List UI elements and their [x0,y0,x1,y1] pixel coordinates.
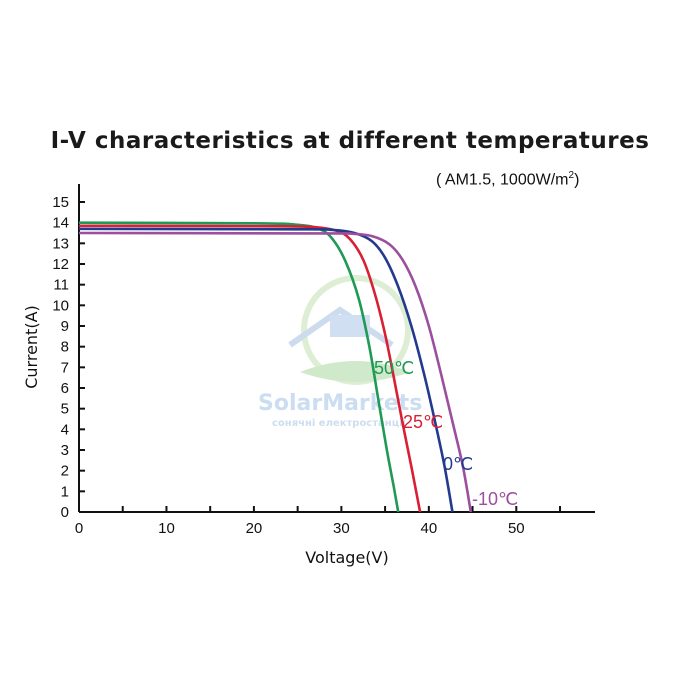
temperature-label: 0℃ [443,454,473,474]
watermark-ring [301,275,411,385]
watermark-solar-panel [330,315,370,337]
x-tick-label: 50 [508,520,525,537]
series-line [78,224,422,513]
series-line [78,221,400,513]
x-tick-label: 20 [246,520,263,537]
y-tick-label: 12 [52,256,69,273]
y-axis-title: Current(A) [22,305,41,389]
y-tick-label: 6 [61,380,69,397]
y-tick-label: 7 [61,359,69,376]
y-tick-label: 0 [61,504,69,521]
y-tick-label: 15 [52,194,69,211]
temperature-label: -10℃ [472,489,518,509]
watermark-leaf [300,361,410,382]
series-layer [78,221,473,513]
series-line [78,227,454,513]
chart-title: I-V characteristics at different tempera… [50,128,650,154]
y-tick-label: 14 [52,215,69,232]
watermark-house-roof [288,306,394,348]
y-tick-label: 9 [61,318,69,335]
x-axis-title: Voltage(V) [305,548,388,567]
x-tick-label: 10 [158,520,175,537]
subtitle-close: ) [574,171,580,189]
x-tick-label: 0 [75,520,83,537]
y-tick-label: 8 [61,339,69,356]
temperature-label: 50℃ [374,358,414,378]
series-line [78,231,473,513]
watermark-logo: SolarMarkets сонячні електростанції [258,275,422,429]
watermark-tagline: сонячні електростанції [272,417,407,429]
chart-subtitle: ( AM1.5, 1000W/m2) [436,170,579,189]
y-tick-label: 11 [53,277,69,294]
y-tick-label: 3 [61,442,69,459]
y-tick-label: 13 [52,235,69,252]
x-tick-label: 40 [420,520,437,537]
y-tick-label: 5 [61,401,69,418]
y-tick-label: 1 [61,483,69,500]
y-tick-label: 2 [61,463,69,480]
temperature-label: 25℃ [403,412,443,432]
y-tick-label: 10 [52,297,69,314]
curve-labels: 50℃ 25℃ 0℃ -10℃ [374,358,518,509]
watermark-brand: SolarMarkets [258,391,422,416]
y-tick-label: 4 [61,421,69,438]
subtitle-superscript: 2 [568,170,575,181]
subtitle-text: ( AM1.5, 1000W/m [436,171,569,189]
x-tick-label: 30 [333,520,350,537]
